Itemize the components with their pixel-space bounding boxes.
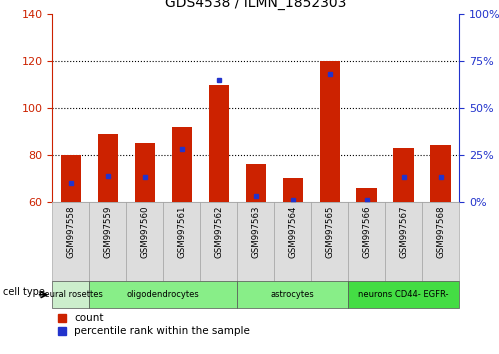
Text: GSM997565: GSM997565 [325, 206, 334, 258]
Text: GSM997559: GSM997559 [103, 206, 112, 258]
Bar [431, 145, 451, 202]
Bar [348, 202, 385, 281]
Bar [311, 202, 348, 281]
Bar [237, 202, 274, 281]
Legend: count, percentile rank within the sample: count, percentile rank within the sample [57, 313, 250, 336]
Bar [274, 202, 311, 281]
Bar [422, 202, 459, 281]
Text: GSM997562: GSM997562 [214, 206, 223, 258]
Bar [61, 155, 81, 202]
Bar [163, 202, 200, 281]
Text: oligodendrocytes: oligodendrocytes [127, 290, 200, 299]
Text: GSM997563: GSM997563 [251, 206, 260, 258]
Bar [319, 61, 340, 202]
Bar [348, 281, 459, 308]
Text: GSM997566: GSM997566 [362, 206, 371, 258]
Text: GSM997567: GSM997567 [399, 206, 408, 258]
Bar [356, 188, 377, 202]
Bar [385, 202, 422, 281]
Bar [135, 143, 155, 202]
Bar [172, 127, 192, 202]
Bar [126, 202, 163, 281]
Text: neurons CD44- EGFR-: neurons CD44- EGFR- [358, 290, 449, 299]
Bar [89, 202, 126, 281]
Bar [200, 202, 237, 281]
Text: astrocytes: astrocytes [271, 290, 314, 299]
Text: GSM997561: GSM997561 [177, 206, 186, 258]
Bar [89, 281, 237, 308]
Bar [282, 178, 303, 202]
Text: GSM997564: GSM997564 [288, 206, 297, 258]
Text: neural rosettes: neural rosettes [39, 290, 103, 299]
Bar [98, 134, 118, 202]
Text: GSM997558: GSM997558 [66, 206, 75, 258]
Bar [209, 85, 229, 202]
Bar [393, 148, 414, 202]
Bar [237, 281, 348, 308]
Text: GSM997560: GSM997560 [140, 206, 149, 258]
Title: GDS4538 / ILMN_1852303: GDS4538 / ILMN_1852303 [165, 0, 346, 10]
Text: GSM997568: GSM997568 [436, 206, 445, 258]
Bar [246, 164, 266, 202]
Bar [52, 281, 89, 308]
Text: cell type: cell type [2, 287, 44, 297]
Bar [52, 202, 89, 281]
